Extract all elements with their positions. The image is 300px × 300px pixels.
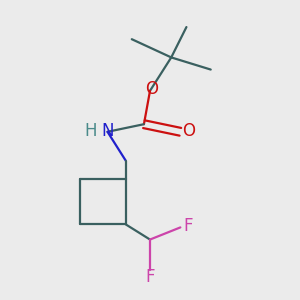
Text: F: F — [145, 268, 155, 286]
Text: N: N — [101, 122, 114, 140]
Text: F: F — [184, 218, 193, 236]
Text: O: O — [182, 122, 195, 140]
Text: H: H — [85, 122, 97, 140]
Text: O: O — [145, 80, 158, 98]
